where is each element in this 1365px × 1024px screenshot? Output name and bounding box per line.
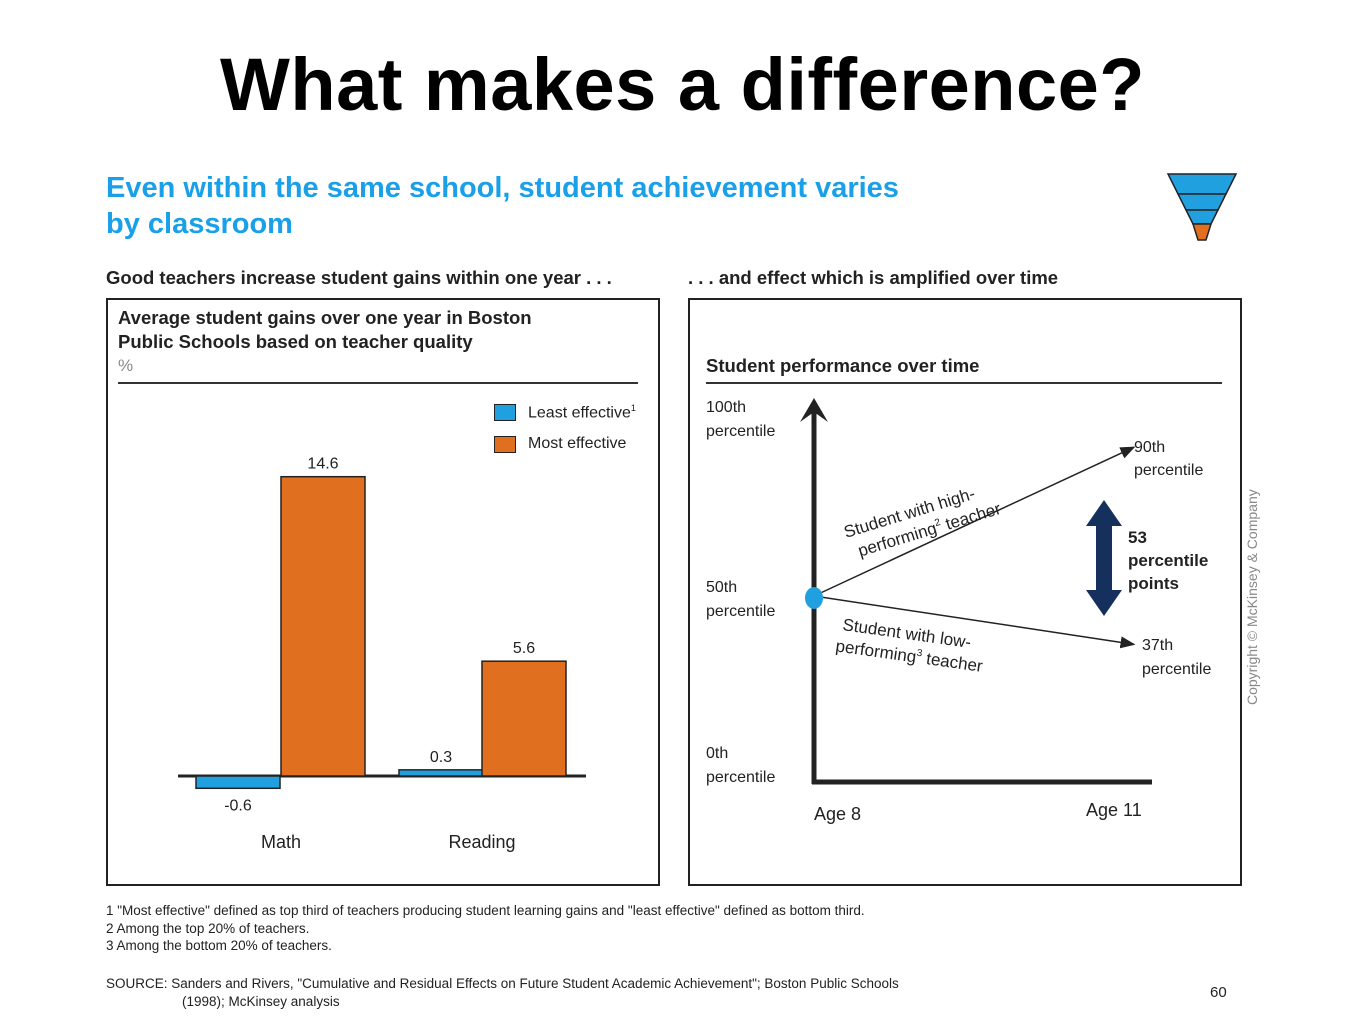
legend-most-swatch: [494, 435, 516, 453]
label-math-most: 14.6: [307, 456, 338, 473]
source-line-1: SOURCE: Sanders and Rivers, "Cumulative …: [106, 976, 899, 991]
bar-chart-title: Average student gains over one year in B…: [118, 306, 532, 354]
legend-most-effective: Most effective: [494, 435, 626, 453]
source-line-2: (1998); McKinsey analysis: [182, 994, 340, 1009]
end-label-37-line2: percentile: [1142, 661, 1211, 678]
bar-reading-most: [481, 660, 567, 777]
bar-chart-panel: Average student gains over one year in B…: [106, 298, 660, 886]
end-label-90-line2: percentile: [1134, 462, 1203, 479]
y-tick-50-line2: percentile: [706, 603, 775, 620]
difference-value: 53: [1128, 528, 1147, 547]
y-tick-100-line1: 100th: [706, 399, 746, 416]
source-note: SOURCE: Sanders and Rivers, "Cumulative …: [106, 975, 899, 1011]
right-subhead: . . . and effect which is amplified over…: [688, 267, 1059, 288]
difference-label-line3: points: [1128, 574, 1179, 593]
line-chart-title-rule: [706, 382, 1222, 384]
category-math: Math: [261, 832, 301, 852]
footnote-2: 2 Among the top 20% of teachers.: [106, 921, 310, 936]
slide-headline: Even within the same school, student ach…: [106, 170, 1006, 242]
end-label-37-line1: 37th: [1142, 637, 1173, 654]
line-chart-title: Student performance over time: [706, 355, 980, 376]
series-line-low-performing: [813, 595, 1136, 649]
bar-chart-title-line-2: Public Schools based on teacher quality: [118, 331, 473, 352]
funnel-icon: [1166, 173, 1238, 241]
bar-math-most: [280, 475, 366, 777]
footnote-1: 1 "Most effective" defined as top third …: [106, 903, 865, 918]
label-high-performing: Student with high- performing2 teacher: [842, 484, 1004, 561]
line-chart-panel: Student performance over time 100th perc…: [688, 298, 1242, 886]
legend-least-effective: Least effective1: [494, 403, 636, 422]
bar-reading-least: [398, 769, 484, 777]
bar-chart-title-line-1: Average student gains over one year in B…: [118, 307, 532, 328]
difference-label-line2: percentile: [1128, 551, 1208, 570]
left-subhead: Good teachers increase student gains wit…: [106, 267, 612, 288]
category-reading: Reading: [448, 832, 515, 852]
label-math-least: -0.6: [224, 797, 252, 814]
label-reading-least: 0.3: [430, 749, 452, 766]
bar-chart-svg: -0.6 14.6 0.3 5.6 Math Reading: [178, 456, 586, 852]
x-tick-age-8: Age 8: [814, 804, 861, 824]
label-reading-most: 5.6: [513, 640, 535, 657]
legend-least-swatch: [494, 404, 516, 422]
y-tick-100-line2: percentile: [706, 423, 775, 440]
legend-least-label: Least effective1: [528, 403, 636, 422]
y-tick-0-line2: percentile: [706, 769, 775, 786]
line-chart-svg: 100th percentile 50th percentile 0th per…: [706, 398, 1211, 824]
label-low-performing: Student with low- performing3 teacher: [834, 615, 984, 676]
x-tick-age-11: Age 11: [1086, 800, 1142, 820]
y-tick-50-line1: 50th: [706, 579, 737, 596]
series-line-high-performing: [813, 446, 1136, 597]
legend-most-label: Most effective: [528, 435, 627, 452]
headline-line-1: Even within the same school, student ach…: [106, 172, 899, 204]
footnote-3: 3 Among the bottom 20% of teachers.: [106, 938, 332, 953]
end-label-90-line1: 90th: [1134, 439, 1165, 456]
double-arrow-icon: [1086, 500, 1122, 616]
y-tick-0-line1: 0th: [706, 745, 728, 762]
copyright-notice: Copyright © McKinsey & Company: [1244, 489, 1260, 705]
headline-line-2: by classroom: [106, 208, 293, 240]
y-axis-arrow-icon: [800, 398, 828, 422]
bar-math-least: [195, 775, 281, 790]
bar-chart-unit: %: [118, 356, 134, 375]
bar-chart-title-rule: [118, 382, 638, 384]
start-point-dot: [805, 587, 823, 609]
page-number: 60: [1210, 984, 1227, 1001]
slide-title: What makes a difference?: [220, 43, 1145, 126]
